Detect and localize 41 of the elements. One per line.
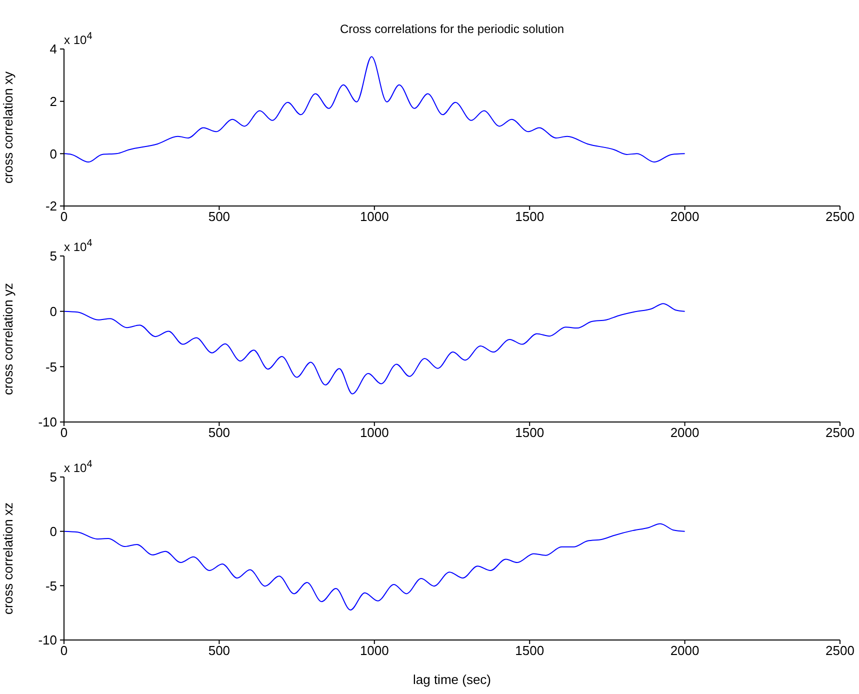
y-axis-title: cross correlation xz: [0, 502, 16, 614]
y-tick-label: -5: [45, 359, 57, 374]
y-tick-label: 0: [50, 304, 57, 319]
text: x 10$^{4}$: [64, 238, 92, 254]
x-tick-label: 1500: [515, 425, 544, 440]
x-tick-label: 1500: [515, 209, 544, 224]
y-tick-label: 5: [50, 248, 57, 264]
x-tick-label: 0: [60, 643, 68, 658]
y-tick-label: -5: [45, 578, 57, 594]
chart-title: Cross correlations for the periodic solution: [340, 22, 564, 36]
line-series: [64, 523, 686, 611]
x-tick-label: 0: [60, 209, 68, 224]
x-tick-label: 500: [208, 643, 230, 658]
x-tick-label: 2500: [826, 643, 854, 658]
text: x 10$^{4}$: [64, 31, 92, 47]
x-tick-label: 2000: [670, 209, 700, 224]
x-tick-label: 2500: [826, 425, 854, 440]
y-axis-title: cross correlation yz: [0, 283, 16, 395]
y-tick-label: -2: [45, 198, 57, 214]
x-tick-label: 500: [208, 209, 230, 224]
x-tick-label: 2000: [670, 425, 700, 440]
text: x 10$^{4}$: [64, 459, 92, 475]
x-tick-label: 2000: [670, 643, 700, 658]
y-tick-label: 0: [50, 524, 57, 539]
y-tick-label: 4: [50, 42, 57, 57]
x-tick-label: 2500: [826, 209, 854, 224]
y-axis-title: cross correlation xy: [0, 71, 16, 184]
x-tick-label: 0: [60, 425, 68, 440]
x-tick-label: 1000: [360, 643, 389, 658]
x-tick-label: 500: [208, 425, 230, 440]
y-tick-label: -10: [38, 414, 57, 430]
line-series: [64, 303, 686, 394]
y-tick-label: 0: [50, 146, 57, 162]
x-tick-label: 1000: [360, 209, 389, 224]
line-series: [64, 56, 686, 163]
x-axis-title: lag time (sec): [412, 672, 492, 687]
y-tick-label: 5: [50, 470, 57, 485]
x-tick-label: 1000: [360, 425, 389, 440]
y-tick-label: 2: [50, 94, 57, 109]
x-tick-label: 1500: [515, 643, 544, 658]
y-tick-label: -10: [38, 632, 57, 648]
